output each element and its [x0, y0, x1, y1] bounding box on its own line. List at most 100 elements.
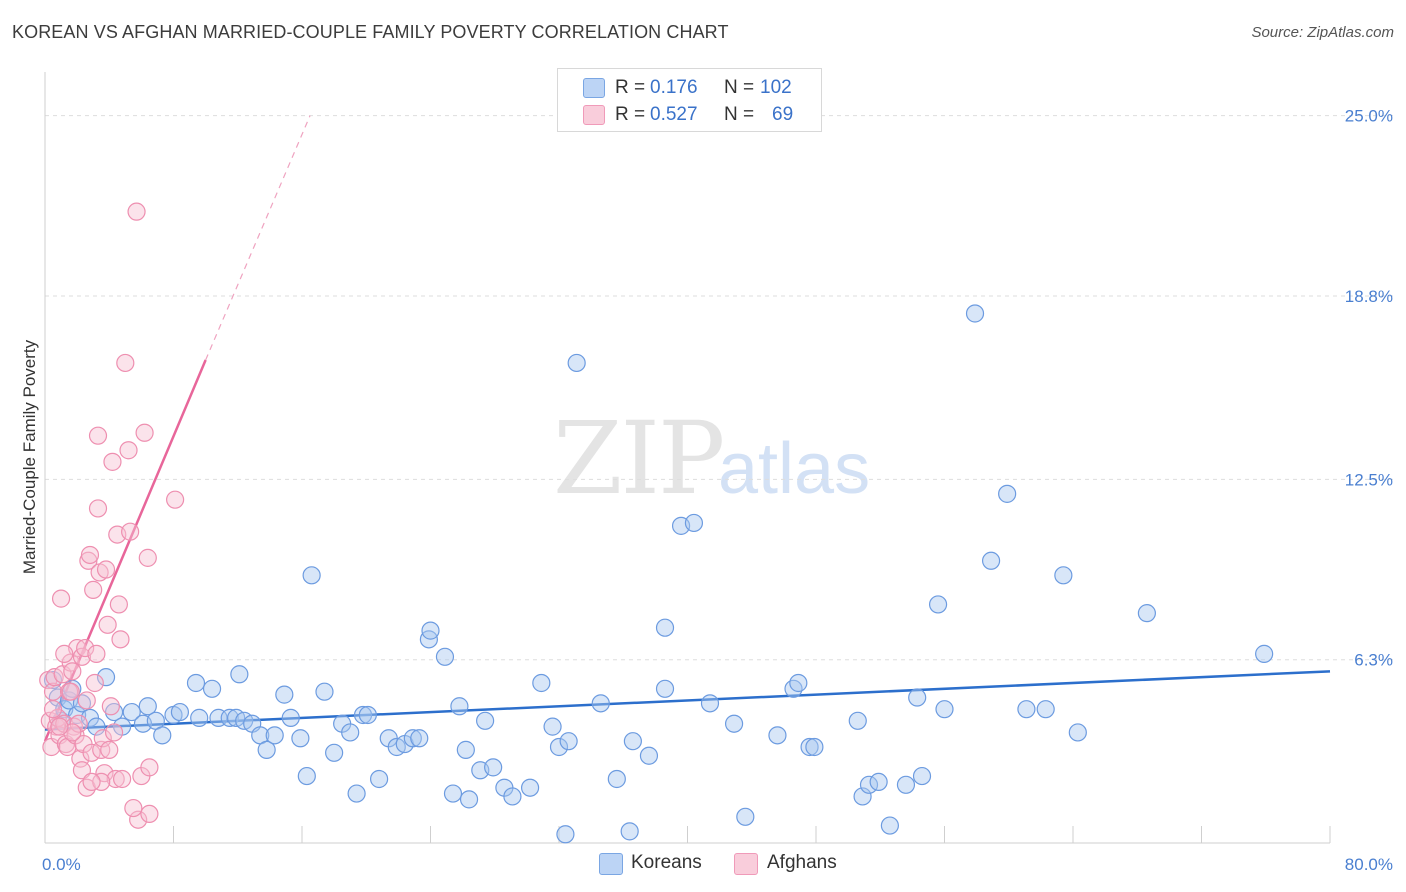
y-tick-label: 6.3% — [1354, 651, 1393, 670]
korean-point — [230, 665, 249, 684]
watermark-zip: ZIP — [553, 400, 725, 517]
afghan-point — [72, 761, 92, 780]
korean-point — [543, 717, 562, 736]
afghan-point — [63, 662, 82, 681]
korean-point — [549, 737, 569, 757]
korean-point — [186, 673, 206, 693]
chart-title: KOREAN VS AFGHAN MARRIED-COUPLE FAMILY P… — [12, 22, 729, 42]
axis-labels: 6.3% 12.5% 18.8% 25.0% 0.0% 80.0% Married-Coup… — [20, 107, 1393, 874]
korean-point — [347, 784, 366, 803]
korean-point — [202, 679, 222, 698]
x-tick-label-max: 80.0% — [1345, 855, 1393, 874]
afghan-point — [116, 353, 135, 373]
korean-point — [275, 685, 294, 704]
korean-point — [358, 705, 377, 725]
korean-point — [257, 740, 276, 759]
bottom-legend-swatch-afghans — [734, 853, 758, 875]
afghan-point — [138, 548, 157, 567]
korean-point — [220, 708, 239, 727]
bottom-legend-label-afghans: Afghans — [767, 852, 837, 873]
afghan-point — [103, 452, 122, 471]
legend-swatch-afghans — [583, 105, 605, 125]
korean-point — [655, 679, 675, 698]
legend-r-value: 0.527 — [650, 104, 698, 125]
afghan-point — [140, 758, 159, 777]
legend-box: R = 0.176 N = 102 R = 0.527 N = 69 — [557, 68, 822, 132]
korean-point — [1255, 644, 1274, 663]
korean-point — [87, 717, 106, 736]
korean-point — [1068, 723, 1087, 742]
korean-point — [459, 790, 479, 809]
legend-r-value: 0.176 — [650, 77, 698, 98]
korean-point — [302, 566, 321, 585]
afghan-point — [119, 441, 138, 460]
afghan-point — [77, 691, 96, 710]
afghan-point — [88, 426, 108, 445]
legend-n-value: 102 — [760, 77, 792, 98]
afghan-points — [39, 202, 185, 829]
y-tick-label: 25.0% — [1345, 107, 1393, 126]
afghan-point — [71, 749, 90, 768]
korean-point — [450, 697, 469, 716]
afghan-point — [93, 729, 112, 748]
afghan-point — [111, 630, 130, 649]
afghan-point — [84, 580, 103, 599]
korean-point — [153, 726, 172, 745]
korean-point — [556, 825, 575, 844]
korean-point — [456, 740, 475, 759]
korean-point — [1054, 566, 1073, 585]
korean-point — [935, 700, 954, 719]
afghan-point — [104, 723, 124, 742]
afghan-point — [127, 202, 146, 221]
legend-row-afghans: R = 0.527 N = 69 — [558, 102, 821, 128]
bottom-legend-swatch-koreans — [599, 853, 623, 875]
afghan-point — [109, 595, 128, 614]
korean-point — [639, 746, 659, 765]
afghan-point — [121, 522, 140, 541]
afghan-point — [82, 772, 101, 792]
korean-point — [567, 353, 586, 373]
afghan-point — [92, 772, 111, 792]
korean-point — [700, 694, 720, 713]
korean-point — [325, 743, 344, 762]
afghan-point — [124, 798, 143, 818]
afghan-point — [51, 589, 71, 608]
afghan-point — [166, 490, 185, 509]
korean-point — [912, 766, 932, 786]
trendlines — [43, 115, 1331, 742]
korean-point — [853, 787, 872, 806]
korean-point — [190, 708, 209, 727]
korean-point — [789, 673, 808, 693]
korean-point — [1017, 700, 1036, 719]
afghan-trendline-extension — [205, 115, 311, 361]
korean-point — [291, 729, 310, 748]
afghan-point — [98, 615, 117, 634]
korean-point — [623, 732, 642, 751]
y-tick-label: 12.5% — [1345, 470, 1393, 489]
afghan-point — [112, 769, 132, 789]
korean-point — [122, 702, 141, 722]
afghan-point — [106, 769, 125, 789]
korean-point — [800, 737, 819, 757]
legend-r-label: R = — [615, 104, 646, 125]
korean-point — [403, 729, 422, 748]
korean-point — [297, 766, 316, 786]
korean-point — [998, 484, 1017, 503]
x-tick-label-min: 0.0% — [42, 855, 81, 874]
legend-r-label: R = — [615, 77, 646, 98]
korean-point — [435, 647, 455, 666]
afghan-point — [87, 644, 106, 663]
korean-point — [421, 621, 440, 640]
korean-point — [443, 784, 463, 803]
watermark-atlas: atlas — [718, 429, 871, 509]
axes — [44, 72, 1331, 844]
korean-point — [476, 711, 495, 730]
korean-point — [768, 726, 787, 745]
afghan-point — [80, 545, 100, 565]
afghan-point — [76, 638, 95, 658]
afghan-point — [101, 697, 120, 716]
korean-point — [559, 732, 578, 751]
korean-point — [410, 729, 429, 748]
legend-n-label: N = — [724, 77, 755, 98]
